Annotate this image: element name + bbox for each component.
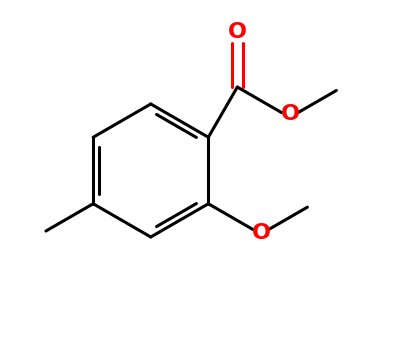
Text: O: O [281, 104, 300, 124]
Text: O: O [252, 223, 271, 243]
Text: O: O [228, 23, 247, 43]
